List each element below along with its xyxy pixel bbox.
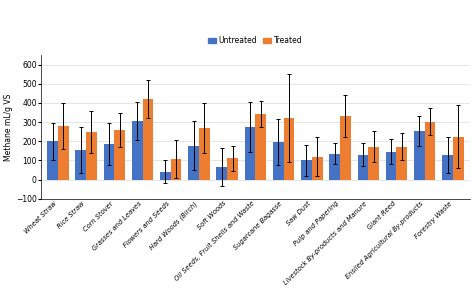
Bar bbox=[245, 127, 255, 180]
Bar bbox=[312, 157, 323, 180]
Bar bbox=[143, 99, 153, 180]
Bar bbox=[188, 146, 199, 180]
Bar bbox=[171, 159, 182, 180]
Bar bbox=[217, 167, 227, 180]
Bar bbox=[255, 114, 266, 180]
Bar bbox=[160, 172, 171, 180]
Bar bbox=[368, 147, 379, 180]
Bar bbox=[47, 141, 58, 180]
Bar bbox=[86, 132, 97, 180]
Bar bbox=[114, 130, 125, 180]
Bar bbox=[396, 147, 407, 180]
Bar bbox=[340, 116, 351, 180]
Bar bbox=[386, 152, 396, 180]
Bar bbox=[75, 150, 86, 180]
Bar bbox=[132, 121, 143, 180]
Bar bbox=[414, 131, 425, 180]
Bar bbox=[425, 122, 436, 180]
Legend: Untreated, Treated: Untreated, Treated bbox=[205, 33, 306, 48]
Bar bbox=[104, 144, 114, 180]
Y-axis label: Methane mL/g VS: Methane mL/g VS bbox=[4, 93, 13, 161]
Bar bbox=[227, 158, 238, 180]
Bar bbox=[58, 126, 69, 180]
Bar bbox=[329, 154, 340, 180]
Bar bbox=[273, 142, 283, 180]
Bar bbox=[442, 155, 453, 180]
Bar bbox=[283, 118, 294, 180]
Bar bbox=[453, 137, 464, 180]
Bar bbox=[301, 160, 312, 180]
Bar bbox=[199, 128, 210, 180]
Bar bbox=[357, 155, 368, 180]
